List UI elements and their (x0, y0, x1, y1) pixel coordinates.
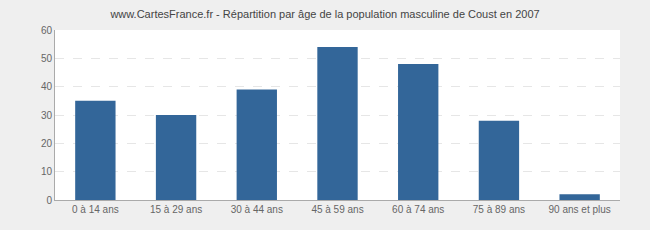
svg-text:50: 50 (41, 53, 53, 64)
svg-text:60: 60 (41, 25, 53, 36)
svg-text:30: 30 (41, 110, 53, 121)
svg-text:75 à 89 ans: 75 à 89 ans (473, 204, 525, 215)
svg-text:15 à 29 ans: 15 à 29 ans (150, 204, 202, 215)
svg-text:90 ans et plus: 90 ans et plus (549, 204, 611, 215)
svg-text:30 à 44 ans: 30 à 44 ans (231, 204, 283, 215)
svg-text:0: 0 (46, 195, 52, 206)
svg-text:60 à 74 ans: 60 à 74 ans (392, 204, 444, 215)
svg-text:0 à 14 ans: 0 à 14 ans (72, 204, 119, 215)
svg-text:10: 10 (41, 166, 53, 177)
svg-text:20: 20 (41, 138, 53, 149)
svg-text:www.CartesFrance.fr - Répartit: www.CartesFrance.fr - Répartition par âg… (109, 8, 539, 20)
svg-text:45 à 59 ans: 45 à 59 ans (311, 204, 363, 215)
svg-text:40: 40 (41, 81, 53, 92)
